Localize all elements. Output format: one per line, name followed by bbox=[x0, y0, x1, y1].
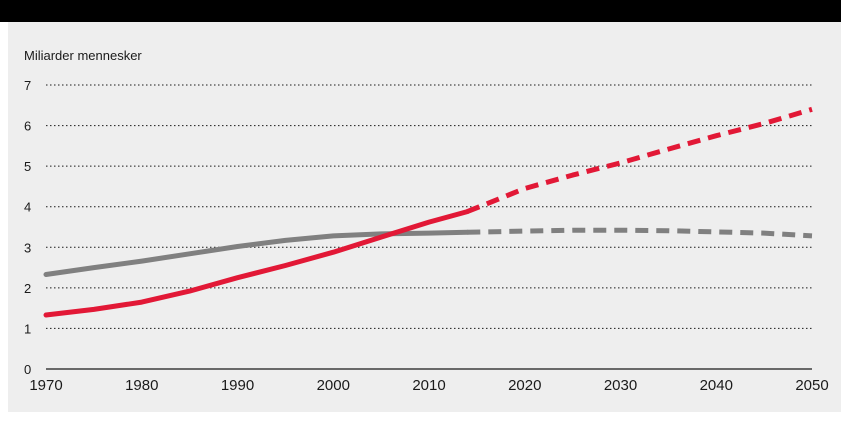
y-tick-label: 2 bbox=[24, 281, 31, 296]
gridlines bbox=[46, 84, 812, 329]
y-tick-label: 0 bbox=[24, 362, 31, 377]
x-tick-label: 1970 bbox=[29, 377, 62, 394]
x-tick-label: 2030 bbox=[604, 377, 637, 394]
y-tick-label: 3 bbox=[24, 240, 31, 255]
top-bar bbox=[0, 0, 841, 22]
chart-panel bbox=[8, 22, 841, 412]
x-tick-label: 2050 bbox=[795, 377, 828, 394]
gray-series-solid bbox=[43, 229, 470, 277]
red-series-solid bbox=[43, 209, 470, 318]
gray-series-dashed bbox=[467, 227, 813, 239]
y-tick-label: 5 bbox=[24, 159, 31, 174]
y-tick-label: 1 bbox=[24, 321, 31, 336]
x-tick-label: 1990 bbox=[221, 377, 254, 394]
x-tick-label: 1980 bbox=[125, 377, 158, 394]
y-tick-label: 7 bbox=[24, 78, 31, 93]
x-tick-label: 2020 bbox=[508, 377, 541, 394]
y-axis-label: Miliarder mennesker bbox=[24, 48, 142, 63]
series-lines bbox=[43, 106, 813, 318]
red-series-dashed bbox=[466, 106, 813, 214]
y-tick-labels: 0 1 2 3 4 5 6 7 bbox=[24, 78, 31, 377]
x-tick-label: 2040 bbox=[700, 377, 733, 394]
y-tick-label: 6 bbox=[24, 119, 31, 134]
x-tick-labels: 1970 1980 1990 2000 2010 2020 2030 2040 2050 bbox=[29, 377, 828, 394]
x-tick-label: 2000 bbox=[317, 377, 350, 394]
x-tick-label: 2010 bbox=[412, 377, 445, 394]
y-tick-label: 4 bbox=[24, 200, 31, 215]
